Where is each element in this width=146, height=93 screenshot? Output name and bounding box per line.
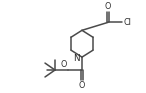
Text: Cl: Cl <box>123 18 131 27</box>
Text: O: O <box>61 60 67 69</box>
Text: O: O <box>79 81 85 90</box>
Text: N: N <box>73 54 80 63</box>
Text: O: O <box>105 2 111 11</box>
